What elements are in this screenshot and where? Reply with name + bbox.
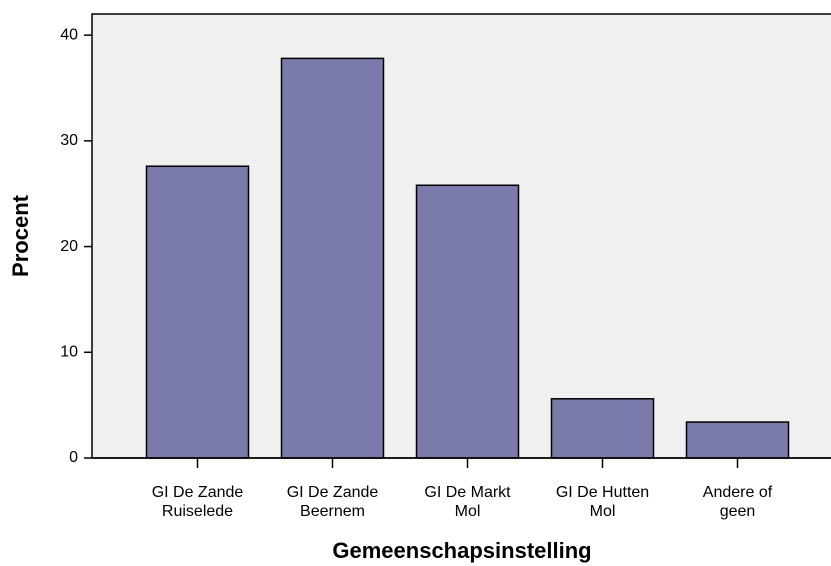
y-tick-label: 40 xyxy=(60,26,78,43)
bar xyxy=(685,421,790,459)
x-tick-label: Mol xyxy=(590,503,616,520)
bar xyxy=(280,57,385,459)
bar xyxy=(415,184,520,459)
y-tick-label: 10 xyxy=(60,344,78,361)
y-axis-title: Procent xyxy=(8,194,33,277)
x-tick-label: Ruiselede xyxy=(162,503,233,520)
bar xyxy=(550,398,655,459)
x-tick-label: GI De Hutten xyxy=(556,484,649,501)
x-tick-label: GI De Zande xyxy=(287,484,379,501)
bar xyxy=(145,165,250,459)
x-tick-label: GI De Markt xyxy=(424,484,511,501)
x-axis-title: Gemeenschapsinstelling xyxy=(332,538,591,563)
x-tick-label: Beernem xyxy=(300,503,365,520)
y-tick-label: 30 xyxy=(60,132,78,149)
y-tick-label: 0 xyxy=(69,449,78,466)
x-tick-label: GI De Zande xyxy=(152,484,244,501)
x-tick-label: geen xyxy=(720,503,756,520)
y-tick-label: 20 xyxy=(60,238,78,255)
x-tick-label: Mol xyxy=(455,503,481,520)
x-tick-label: Andere of xyxy=(703,484,773,501)
